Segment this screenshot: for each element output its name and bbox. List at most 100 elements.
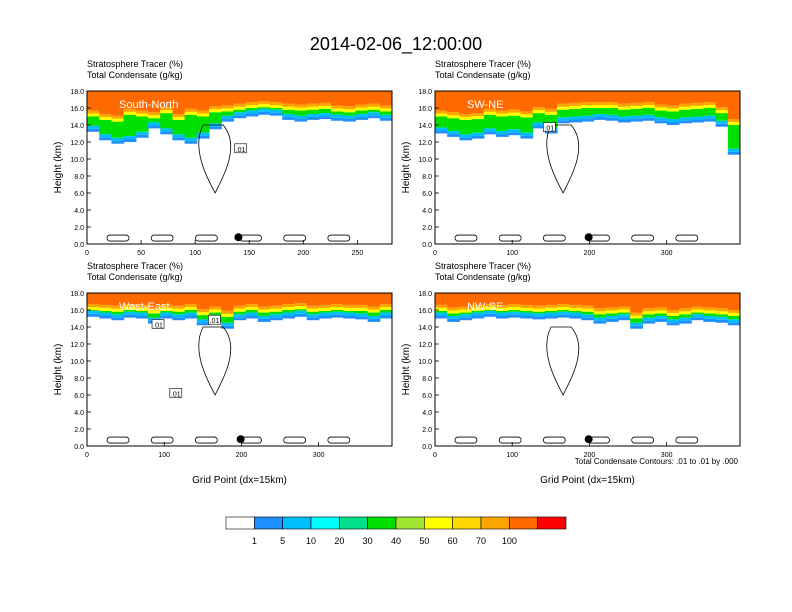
tracer-cell [715,316,729,320]
tracer-cell [532,308,546,312]
condensate-contours [454,326,699,444]
tracer-cell [318,312,332,316]
tracer-cell [160,128,173,132]
contour-line [150,436,174,444]
tracer-cell [355,313,369,317]
contour-line [542,436,566,444]
tracer-cell [715,110,729,114]
contour-label-box [542,122,556,132]
tracer-cell [123,314,137,318]
tracer-cell [196,319,210,323]
tracer-cell [294,115,308,119]
tracer-cell [654,107,668,111]
tracer-cell [111,91,125,116]
tracer-cell [245,102,259,106]
tracer-cell [630,325,643,329]
tracer-cell [471,116,485,120]
tracer-cell [99,113,112,117]
y-tick-label: 14.0 [70,123,84,130]
tracer-cell [727,91,740,120]
y-tick-label: 10.0 [418,157,432,164]
tracer-cell [654,110,668,118]
tracer-cell [367,106,381,110]
y-tick-label: 16.0 [418,308,432,315]
tracer-cell [367,318,381,322]
tracer-cell [233,112,247,116]
tracer-cell [691,119,704,123]
tracer-cell [532,305,546,309]
tracer-cell [209,91,222,107]
tracer-cell [483,307,497,310]
tracer-cell [282,113,295,117]
tracer-cell [435,130,448,134]
tracer-cell [520,312,534,316]
tracer-cell [581,293,595,306]
tracer-cell [257,101,271,105]
tracer-cell [282,91,295,104]
tracer-cell [257,111,271,115]
tracer-cell [532,91,546,108]
x-tick-label: 200 [236,452,248,459]
tracer-field [87,293,392,329]
tracer-cell [703,307,717,311]
tracer-cell [471,307,485,311]
tracer-cell [618,317,631,321]
tracer-cell [459,312,473,315]
tracer-cell [221,310,234,314]
y-tick-label: 14.0 [418,123,432,130]
y-tick-label: 16.0 [70,308,84,315]
contour-line [194,436,218,444]
tracer-cell [221,115,234,119]
tracer-cell [99,116,112,120]
tracer-cell [520,111,534,115]
tracer-cell [209,112,222,124]
tracer-cell [447,313,460,316]
tracer-cell [306,91,320,104]
tracer-cell [233,106,247,110]
colorbar-label: 50 [419,536,429,546]
tracer-cell [666,322,680,326]
tracer-cell [666,119,680,123]
tracer-cell [245,310,259,313]
x-tick-label: 300 [313,452,325,459]
tracer-cell [642,293,656,309]
tracer-cell [642,317,656,321]
tracer-cell [294,91,308,105]
tracer-cell [508,307,521,310]
tracer-cell [703,310,717,314]
tracer-cell [520,117,534,133]
tracer-cell [99,307,112,311]
tracer-cell [160,312,173,316]
panel-subtitle-line: Stratosphere Tracer (%) [87,59,183,69]
contour-line [454,436,478,444]
x-tick-label: 200 [297,250,309,257]
tracer-cell [654,293,668,308]
tracer-cell [715,123,729,127]
tracer-cell [111,308,125,312]
tracer-cell [447,130,460,134]
tracer-cell [233,115,247,119]
tracer-cell [367,312,381,316]
tracer-cell [544,315,558,319]
tracer-cell [569,91,582,103]
panel-nw-se: Stratosphere Tracer (%)Total Condensate … [401,261,741,486]
tracer-cell [483,313,497,317]
tracer-cell [318,310,332,313]
tracer-cell [343,115,356,119]
tracer-cell [331,91,344,106]
tracer-cell [691,306,704,310]
panel-sw-ne: Stratosphere Tracer (%)Total Condensate … [401,59,741,257]
tracer-cell [496,312,509,316]
x-tick-label: 0 [85,452,89,459]
panel-inset-label: SW-NE [467,99,503,111]
tracer-cell [508,129,521,133]
tracer-cell [569,105,582,109]
tracer-cell [679,109,692,118]
tracer-cell [532,313,546,317]
contour-line [631,436,655,444]
colorbar-swatch [424,516,453,530]
tracer-cell [496,130,509,134]
y-axis-label: Height (km) [53,344,64,396]
tracer-cell [520,304,534,308]
tracer-cell [99,91,112,114]
